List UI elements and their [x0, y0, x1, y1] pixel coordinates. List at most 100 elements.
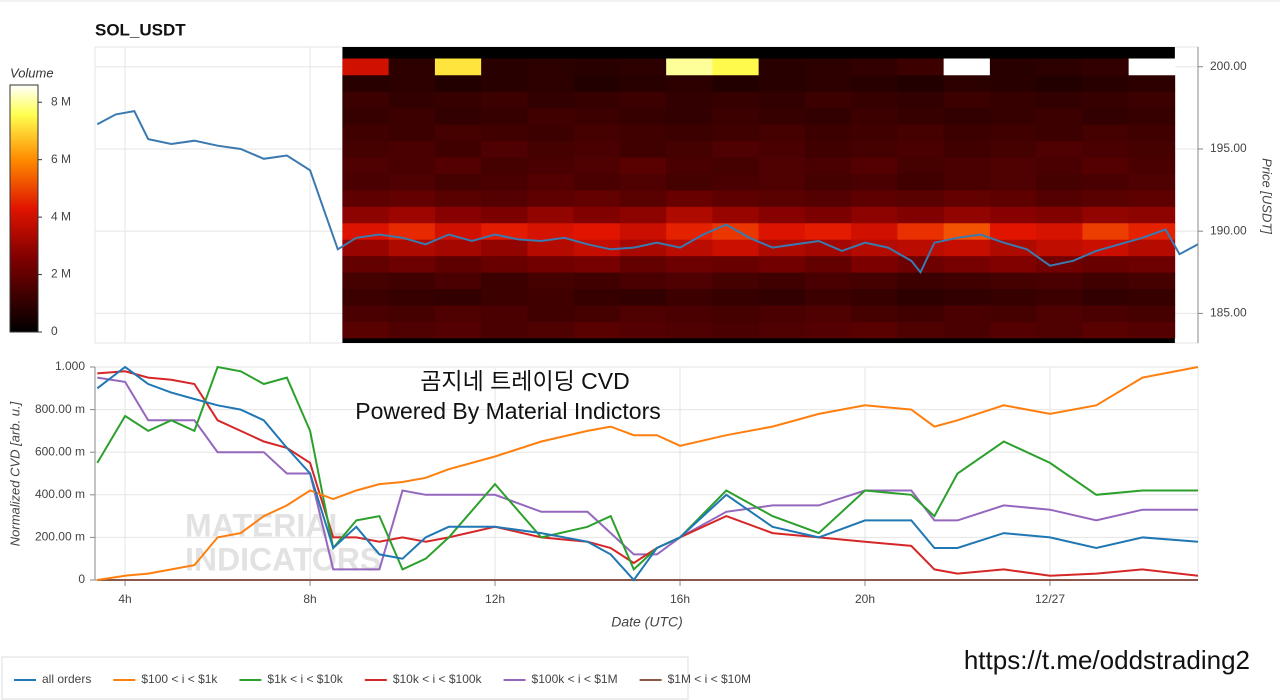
heatmap-cell [804, 58, 852, 76]
colorbar [9, 84, 39, 333]
heatmap-cell [1128, 58, 1176, 76]
heatmap-cell [804, 321, 852, 339]
heatmap-cell [434, 124, 482, 142]
heatmap-cell [666, 91, 713, 109]
heatmap-cell [989, 288, 1037, 306]
heatmap-cell [619, 157, 667, 174]
heatmap-cell [342, 288, 389, 306]
heatmap-cell [619, 124, 667, 142]
legend-label: $1k < i < $10k [267, 672, 343, 686]
heatmap-cell [619, 255, 667, 273]
heatmap-cell [897, 239, 944, 257]
series-line [97, 376, 1198, 571]
heatmap-cell [897, 206, 944, 224]
heatmap-cell [573, 157, 621, 174]
heatmap-cell [573, 124, 621, 142]
heatmap-cell [1082, 107, 1129, 125]
heatmap-cell [342, 74, 389, 92]
heatmap-cell [527, 91, 574, 109]
heatmap-cell [712, 255, 759, 273]
plot-area [94, 366, 1199, 581]
colorbar-tick-label: 6 M [51, 152, 71, 166]
heatmap-cell [989, 321, 1037, 339]
heatmap-cell [1082, 255, 1129, 273]
heatmap-cell [666, 74, 713, 92]
colorbar-tick-label: 4 M [51, 209, 71, 223]
heatmap-cell [712, 305, 759, 322]
heatmap-cell [342, 206, 389, 224]
heatmap-cell [897, 107, 944, 125]
heatmap-cell [989, 58, 1037, 76]
heatmap-cell [758, 321, 806, 339]
heatmap-cell [481, 288, 528, 306]
heatmap-cell [712, 58, 759, 76]
chart-title: SOL_USDT [95, 20, 186, 39]
heatmap-cell [1128, 190, 1176, 207]
heatmap-cell [897, 321, 944, 339]
heatmap-cell [758, 206, 806, 224]
heatmap-cell [758, 91, 806, 109]
heatmap-cell [619, 206, 667, 224]
heatmap-cell [342, 239, 389, 257]
heatmap-cell [1128, 140, 1176, 158]
y-tick-label: 200.00 [1210, 59, 1247, 73]
legend-label: $100k < i < $1M [532, 672, 618, 686]
heatmap-cell [1082, 305, 1129, 322]
heatmap-cell [1082, 321, 1129, 339]
heatmap-cell [527, 124, 574, 142]
heatmap-cell [989, 173, 1037, 191]
heatmap-cell [1082, 173, 1129, 191]
heatmap-cell [712, 157, 759, 174]
heatmap-cell [712, 91, 759, 109]
heatmap-cell [1082, 91, 1129, 109]
heatmap-cell [619, 305, 667, 322]
heatmap-cell [1082, 272, 1129, 290]
heatmap-cell [573, 305, 621, 322]
heatmap-cell [388, 222, 436, 240]
heatmap-cell [851, 255, 898, 273]
heatmap-cell [758, 58, 806, 76]
heatmap-cell [434, 321, 482, 339]
heatmap-cell [1036, 222, 1083, 240]
heatmap-cell [804, 74, 852, 92]
heatmap-cell [989, 305, 1037, 322]
heatmap-cell [434, 157, 482, 174]
heatmap-cell [388, 305, 436, 322]
heatmap-cell [573, 58, 621, 76]
heatmap-cell [666, 272, 713, 290]
heatmap-cell [527, 272, 574, 290]
heatmap-cell [897, 74, 944, 92]
heatmap-cell [481, 305, 528, 322]
heatmap-cell [388, 107, 436, 125]
heatmap-cell [388, 255, 436, 273]
heatmap-cell [619, 222, 667, 240]
heatmap-cell [573, 190, 621, 207]
heatmap-cell [666, 305, 713, 322]
heatmap-cell [851, 157, 898, 174]
heatmap-cell [758, 173, 806, 191]
heatmap-cell [943, 91, 991, 109]
heatmap-cell [1082, 157, 1129, 174]
heatmap-cell [1036, 272, 1083, 290]
heatmap-cell [1128, 107, 1176, 125]
heatmap-cell [619, 321, 667, 339]
heatmap-cell [573, 173, 621, 191]
heatmap-cell [573, 91, 621, 109]
heatmap-cell [527, 222, 574, 240]
heatmap-cell [388, 140, 436, 158]
heatmap-cell [897, 91, 944, 109]
heatmap-cell [804, 288, 852, 306]
heatmap-cell [619, 91, 667, 109]
heatmap-cell [1036, 206, 1083, 224]
heatmap-cell [989, 272, 1037, 290]
heatmap-cell [758, 305, 806, 322]
heatmap-cell [1036, 157, 1083, 174]
heatmap-cell [1128, 206, 1176, 224]
heatmap-cell [342, 305, 389, 322]
x-tick-label: 12/27 [1035, 592, 1065, 606]
heatmap-cell [897, 272, 944, 290]
heatmap-cell [434, 173, 482, 191]
heatmap-cell [851, 272, 898, 290]
heatmap-cell [758, 255, 806, 273]
heatmap-cell [989, 222, 1037, 240]
